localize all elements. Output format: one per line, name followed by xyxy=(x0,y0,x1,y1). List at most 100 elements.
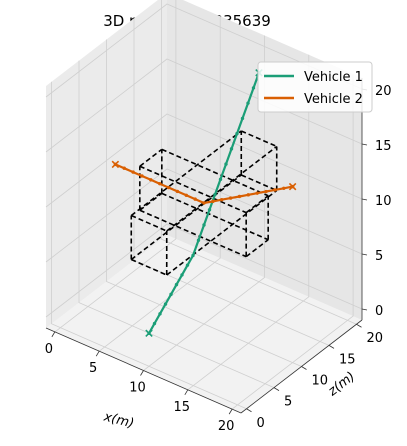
series-point-2 xyxy=(264,189,268,194)
vertical-tick-label: 15 xyxy=(375,139,392,154)
series-point-1 xyxy=(174,282,179,287)
obstacle-edge-1 xyxy=(245,195,269,214)
grid-line-x xyxy=(143,35,265,371)
series-endpoint-2 xyxy=(111,160,120,169)
series-point-2 xyxy=(184,193,188,197)
grid-line-vertical xyxy=(45,3,363,98)
x-tick-label: 20 xyxy=(218,419,235,434)
series-point-1 xyxy=(163,302,168,306)
series-point-2 xyxy=(193,197,197,201)
obstacle-edge-2 xyxy=(166,145,278,232)
grid-line-vertical xyxy=(45,58,363,153)
series-point-2 xyxy=(166,185,171,190)
z-tick-mark xyxy=(356,323,362,328)
series-2 xyxy=(111,160,297,205)
x-axis-label: x(m) xyxy=(101,409,135,431)
obstacles xyxy=(130,130,278,276)
vertical-tick-label: 20 xyxy=(375,84,392,99)
series-point-2 xyxy=(255,191,259,195)
series-point-1 xyxy=(213,192,217,197)
grid-line-vertical xyxy=(45,223,363,318)
z-tick-label: 20 xyxy=(367,331,384,346)
obstacle-edge-1 xyxy=(139,192,163,211)
obstacle-edge-1 xyxy=(139,148,163,167)
series-point-2 xyxy=(157,181,162,186)
x-tick-mark xyxy=(140,370,144,376)
obstacle-edge-1 xyxy=(245,239,269,258)
obstacle-edge-2 xyxy=(240,130,278,148)
grid-line-vertical xyxy=(45,168,363,263)
series-endpoint-2 xyxy=(288,182,297,191)
series-point-1 xyxy=(191,253,195,258)
series-point-2 xyxy=(237,194,242,199)
obstacle-edge-2 xyxy=(166,189,278,276)
series-layer xyxy=(111,68,297,338)
series-point-2 xyxy=(122,166,126,170)
legend: Vehicle 1 Vehicle 2 xyxy=(257,61,373,113)
x-tick-label: 15 xyxy=(174,400,191,415)
axes-grid xyxy=(45,0,363,410)
series-point-1 xyxy=(180,273,184,277)
vertical-tick-mark xyxy=(361,253,368,256)
vertical-tick-mark xyxy=(361,308,368,311)
series-point-2 xyxy=(140,174,144,178)
series-point-1 xyxy=(229,147,234,151)
grid-line-x xyxy=(98,16,221,352)
obstacle-edge-2 xyxy=(130,258,168,276)
series-point-2 xyxy=(228,196,233,200)
z-tick-label: 15 xyxy=(339,352,356,367)
z-tick-mark xyxy=(273,387,280,391)
z-tick-mark xyxy=(246,408,252,413)
vertical-tick-mark xyxy=(361,143,368,146)
vertical-tick-label: 5 xyxy=(375,249,383,264)
vertical-tick-mark xyxy=(361,198,368,201)
grid-line-vertical xyxy=(45,113,363,208)
series-point-2 xyxy=(282,186,286,190)
obstacle-edge-2 xyxy=(240,174,278,192)
grid-line-depth xyxy=(161,0,357,325)
series-point-2 xyxy=(273,188,277,192)
vertical-tick-label: 10 xyxy=(375,194,392,209)
series-point-1 xyxy=(251,86,256,90)
series-point-1 xyxy=(202,223,206,227)
obstacle-edge-2 xyxy=(130,174,242,261)
legend-frame xyxy=(257,61,373,113)
z-tick-mark xyxy=(328,345,335,349)
x-tick-label: 0 xyxy=(45,342,53,357)
obstacle-edge-1 xyxy=(161,148,269,197)
vertical-tick-label: 0 xyxy=(375,304,383,319)
grid-line-x xyxy=(187,54,310,391)
x-tick-label: 10 xyxy=(129,381,146,396)
grid-line-x xyxy=(231,74,354,410)
z-axis-label: z(m) xyxy=(325,369,358,400)
x-tick-label: 5 xyxy=(89,361,97,376)
legend-label-vehicle-1: Vehicle 1 xyxy=(304,70,363,85)
obstacle-edge-1 xyxy=(161,192,269,241)
x-tick-mark xyxy=(184,389,189,396)
series-point-2 xyxy=(202,201,206,205)
series-point-1 xyxy=(240,116,245,121)
series-point-1 xyxy=(169,292,173,297)
series-point-2 xyxy=(149,178,153,182)
grid-line-depth xyxy=(78,60,275,388)
grid-line-depth xyxy=(51,81,247,410)
z-tick-label: 0 xyxy=(257,416,265,431)
z-tick-label: 10 xyxy=(312,374,329,389)
series-point-1 xyxy=(207,208,212,212)
x-tick-mark xyxy=(95,350,100,357)
series-point-1 xyxy=(246,101,250,105)
obstacle-edge-2 xyxy=(130,130,242,217)
obstacle-edge-1 xyxy=(139,165,247,214)
series-point-2 xyxy=(131,170,135,174)
series-point-2 xyxy=(211,199,215,204)
series-point-1 xyxy=(224,162,228,166)
obstacle-edge-2 xyxy=(130,214,168,232)
series-endpoint-1 xyxy=(145,329,153,338)
x-tick-mark xyxy=(228,408,233,415)
series-point-1 xyxy=(218,177,223,182)
series-point-1 xyxy=(152,321,157,326)
series-point-1 xyxy=(185,263,190,267)
z-tick-label: 5 xyxy=(284,395,292,410)
z-tick-mark xyxy=(301,366,307,370)
